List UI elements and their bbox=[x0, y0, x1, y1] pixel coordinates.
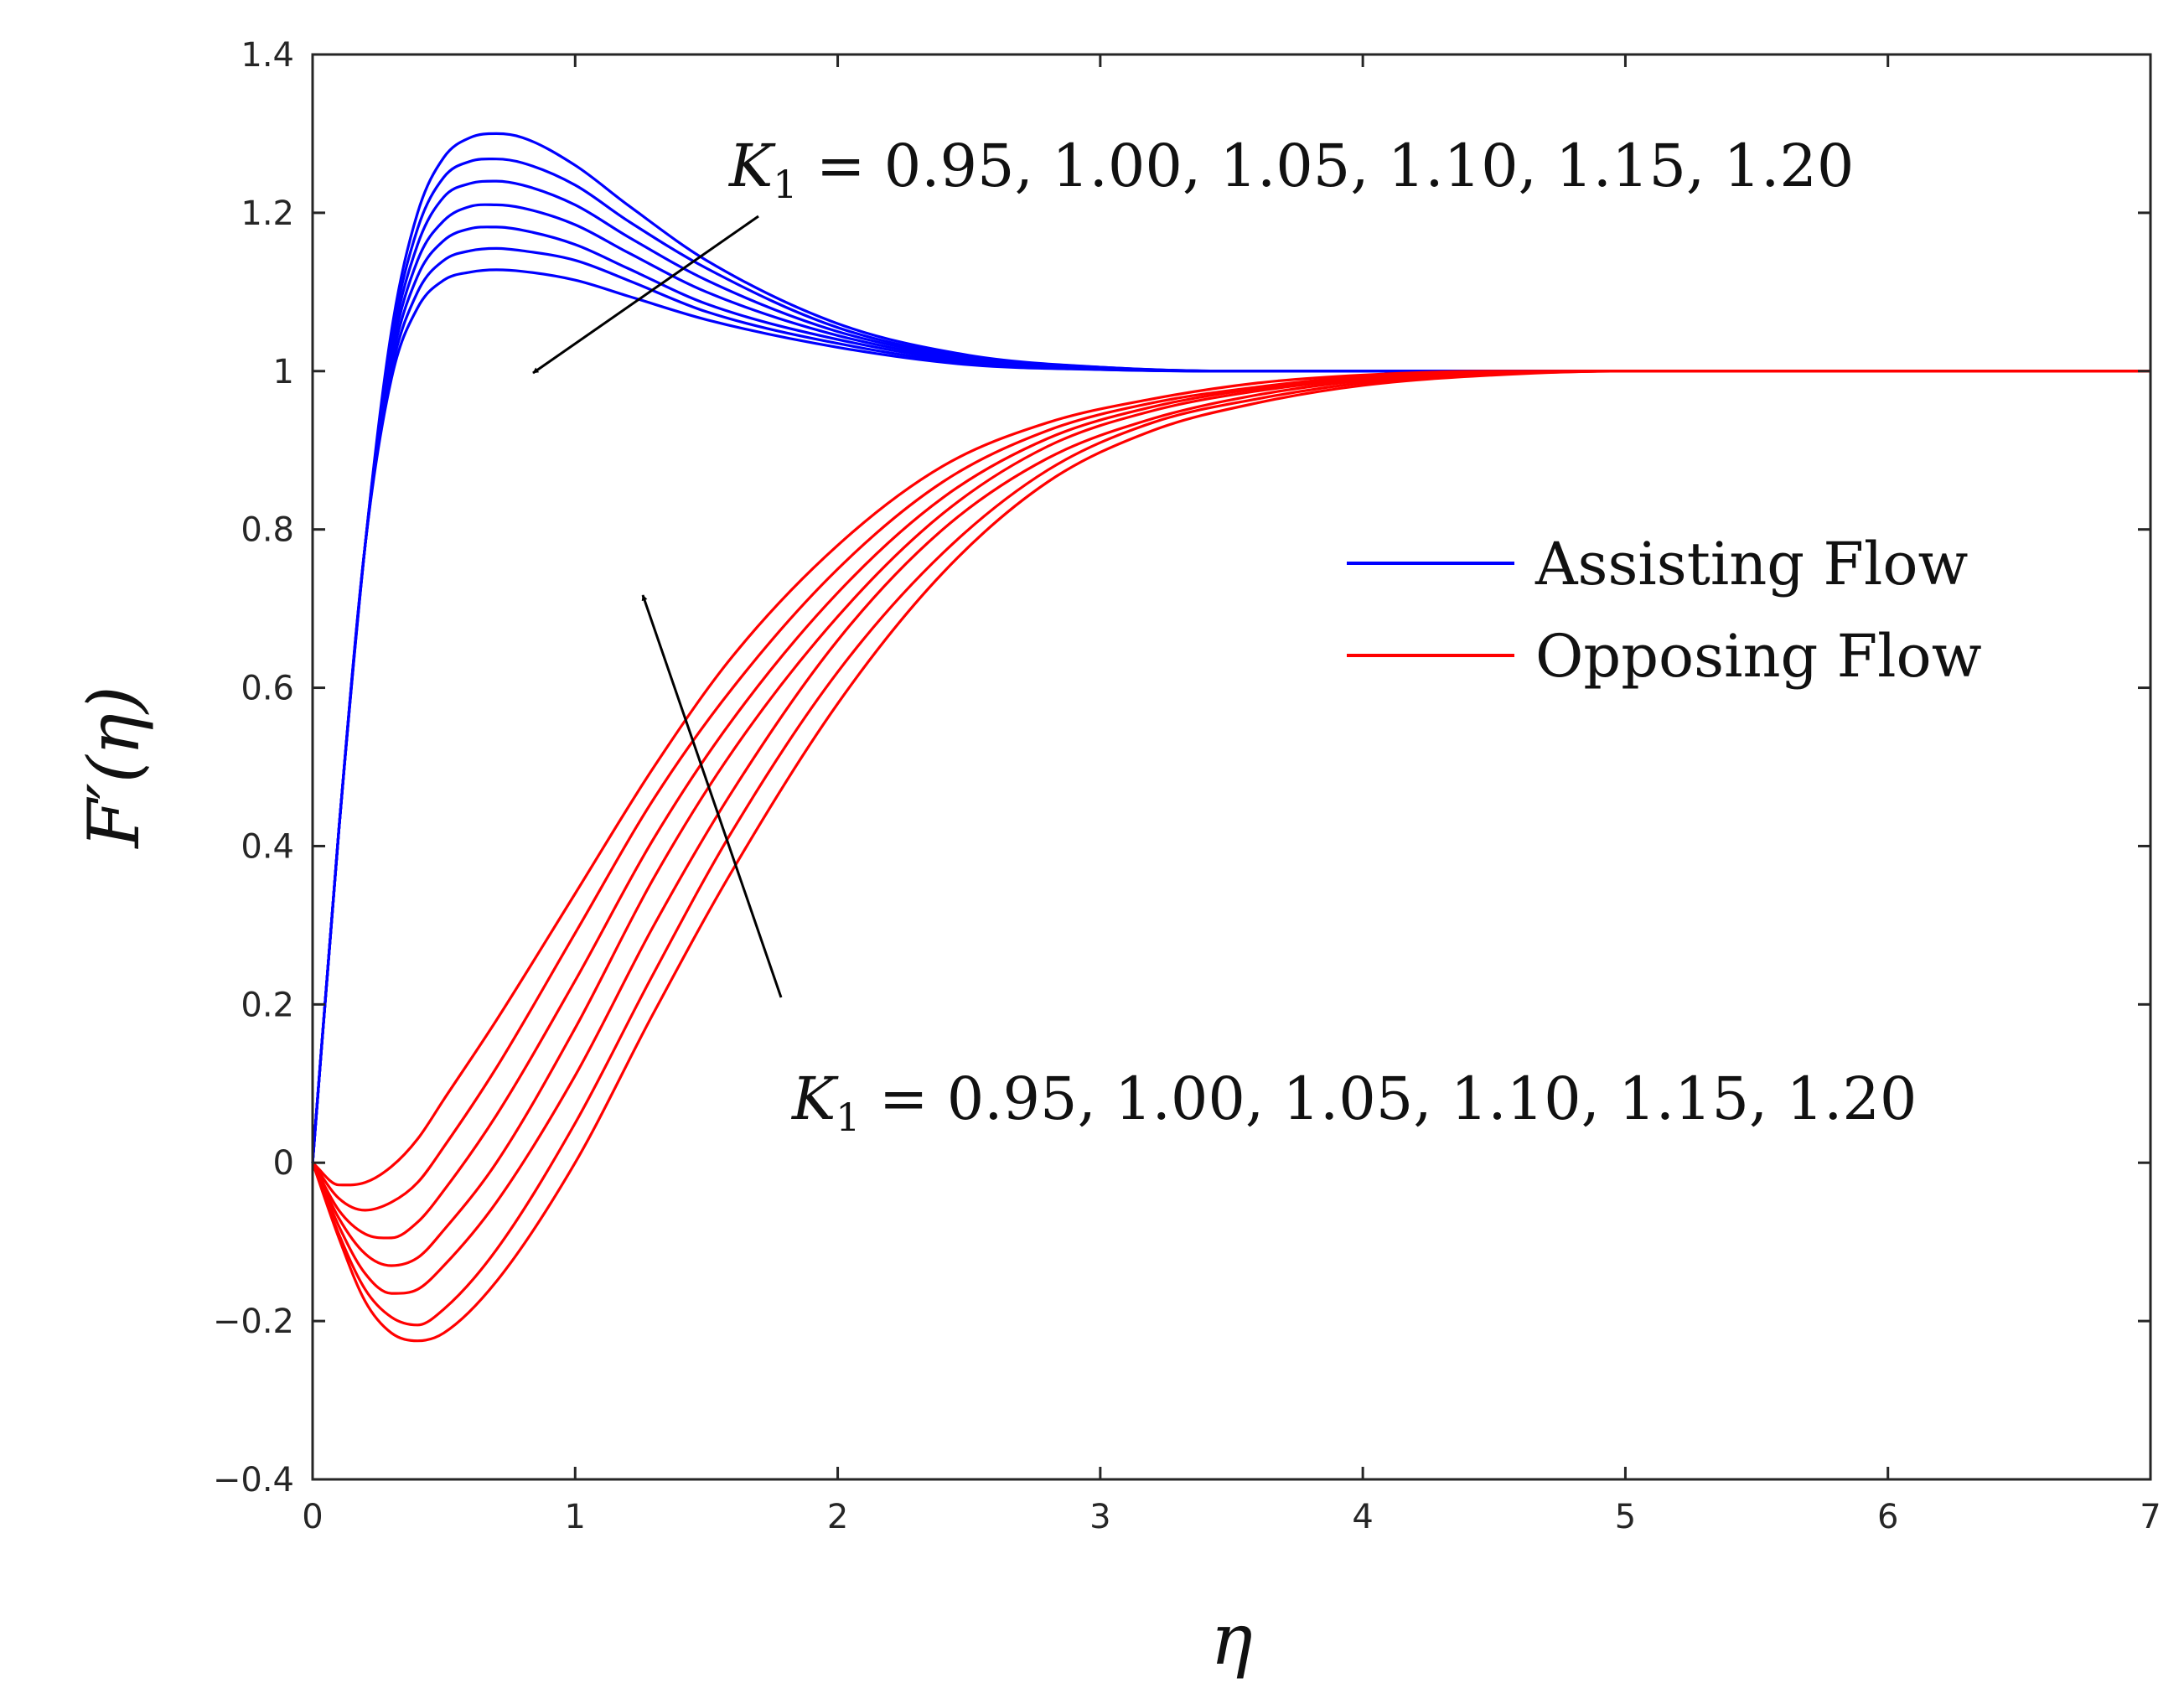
y-axis-label: F′(η) bbox=[73, 686, 155, 849]
x-tick-label: 7 bbox=[2140, 1498, 2161, 1536]
y-tick-label: 1.2 bbox=[241, 194, 294, 233]
legend-label-1: Opposing Flow bbox=[1535, 622, 1982, 691]
series-line-assisting-6 bbox=[311, 268, 2150, 1163]
series-line-opposing-12 bbox=[311, 370, 2150, 1327]
annotation-symbol: K bbox=[790, 1064, 839, 1133]
annotations: K1 = 0.95, 1.00, 1.05, 1.10, 1.15, 1.20K… bbox=[532, 132, 1917, 1140]
x-tick-label: 1 bbox=[565, 1498, 586, 1536]
y-tick-label: 1 bbox=[273, 353, 294, 391]
x-tick-label: 6 bbox=[1877, 1498, 1898, 1536]
y-tick-label: 0.6 bbox=[241, 670, 294, 708]
series-line-opposing-7 bbox=[311, 370, 2150, 1187]
annotation-subscript: 1 bbox=[836, 1095, 860, 1140]
y-tick-label: 0.2 bbox=[241, 986, 294, 1024]
annotation-subscript: 1 bbox=[773, 162, 797, 207]
annotation-values: = 0.95, 1.00, 1.05, 1.10, 1.15, 1.20 bbox=[798, 132, 1855, 200]
annotation-values: = 0.95, 1.00, 1.05, 1.10, 1.15, 1.20 bbox=[861, 1064, 1917, 1133]
annotation-label-opposing: K1 = 0.95, 1.00, 1.05, 1.10, 1.15, 1.20 bbox=[790, 1064, 1917, 1140]
y-tick-label: −0.4 bbox=[213, 1461, 294, 1499]
annotation-arrow-assisting bbox=[532, 215, 759, 375]
y-tick-label: 0 bbox=[273, 1144, 294, 1183]
series-line-assisting-4 bbox=[311, 225, 2150, 1163]
x-tick-label: 2 bbox=[827, 1498, 848, 1536]
x-tick-label: 3 bbox=[1089, 1498, 1110, 1536]
x-tick-label: 4 bbox=[1352, 1498, 1373, 1536]
y-tick-label: 0.8 bbox=[241, 511, 294, 550]
annotation-arrow-opposing bbox=[641, 594, 783, 998]
annotation-label-assisting: K1 = 0.95, 1.00, 1.05, 1.10, 1.15, 1.20 bbox=[727, 132, 1854, 207]
annotation-symbol: K bbox=[727, 132, 776, 200]
y-tick-label: 0.4 bbox=[241, 827, 294, 866]
plot-area-frame bbox=[311, 53, 2152, 1481]
legend: Assisting Flow Opposing Flow bbox=[1347, 530, 1982, 691]
legend-label-0: Assisting Flow bbox=[1534, 530, 1968, 598]
y-tick-label: −0.2 bbox=[213, 1303, 294, 1341]
y-tick-label: 1.4 bbox=[241, 36, 294, 75]
x-axis-label: η bbox=[1210, 1598, 1252, 1681]
x-tick-label: 0 bbox=[302, 1498, 323, 1536]
series-line-opposing-13 bbox=[311, 370, 2150, 1343]
axis-labels: η F′(η) bbox=[73, 686, 1253, 1681]
axis-ticks: 0 1 2 3 4 5 6 7 −0.4 −0.2 0 0.2 0.4 0.6 0.8 1 1.2 1.4 bbox=[213, 36, 2161, 1536]
series-line-opposing-11 bbox=[311, 370, 2150, 1295]
series-layer bbox=[311, 132, 2150, 1343]
x-tick-label: 5 bbox=[1615, 1498, 1636, 1536]
